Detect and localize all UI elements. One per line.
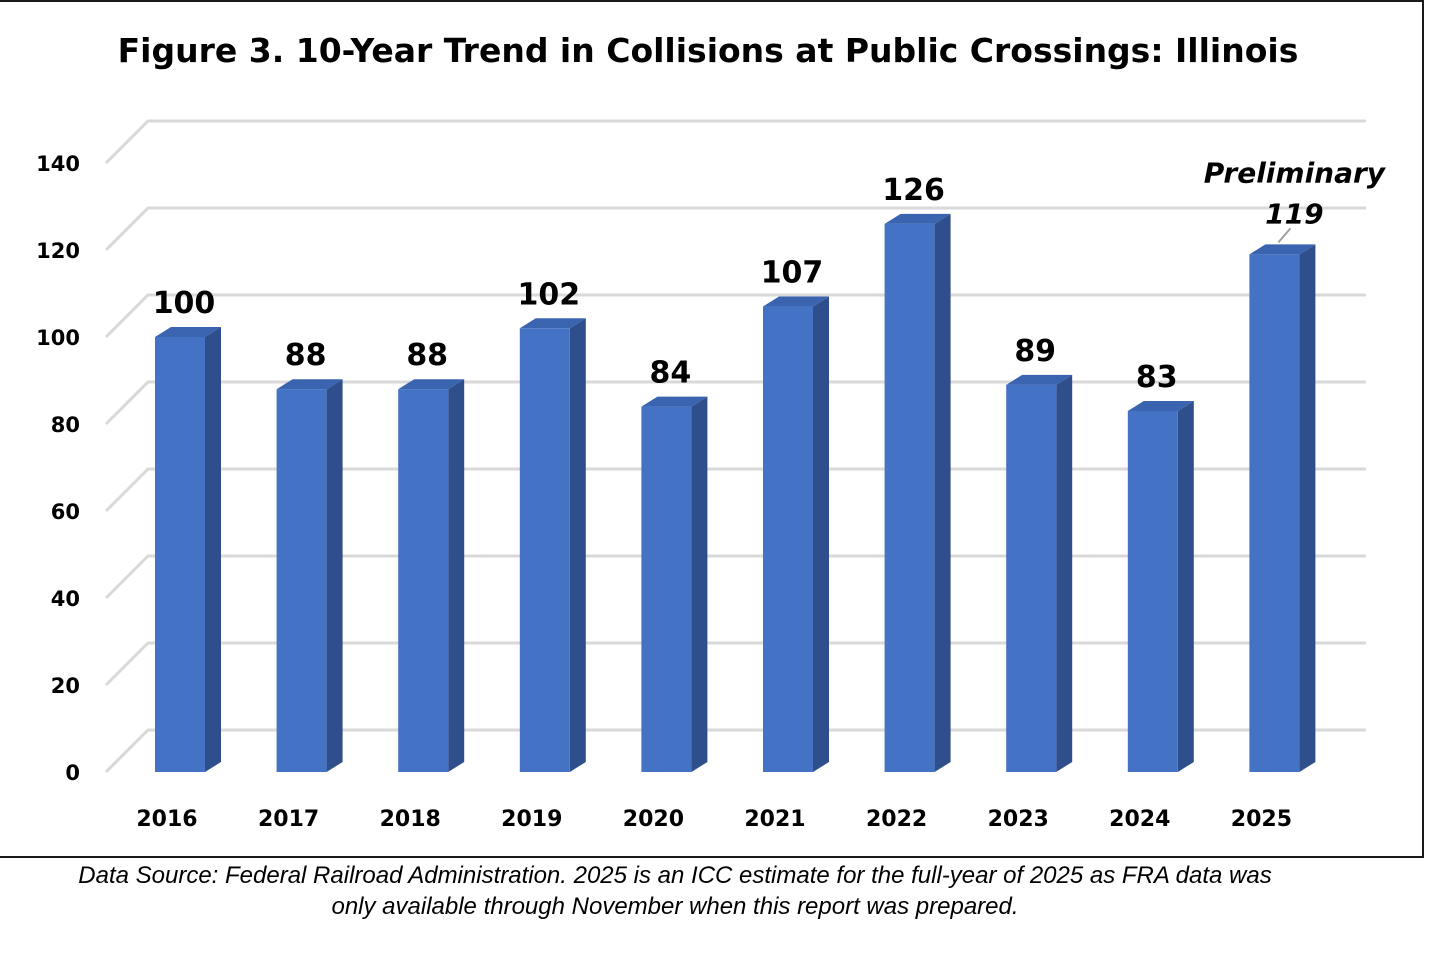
- x-tick-label: 2017: [258, 807, 319, 832]
- data-labels: 100 88 88 102 84 107 126 89 83 Preliminary 119: [153, 156, 1387, 395]
- gridline: [104, 206, 1366, 252]
- bar-2024: [1127, 400, 1194, 772]
- bar-front: [1249, 254, 1300, 773]
- x-tick-label: 2019: [501, 807, 562, 832]
- x-tick-label: 2016: [136, 807, 197, 832]
- gridline: [104, 728, 1366, 774]
- bar-top: [398, 379, 465, 390]
- bar-side: [1056, 374, 1073, 772]
- data-label: 83: [1136, 360, 1178, 395]
- bar-front: [1006, 384, 1057, 772]
- y-tick-label: 120: [36, 239, 80, 263]
- footnote-line-1: Data Source: Federal Railroad Administra…: [78, 862, 1272, 889]
- bar-top: [155, 327, 221, 337]
- data-label: 84: [650, 356, 692, 391]
- x-tick-label: 2024: [1109, 807, 1170, 832]
- source-footnote: Data Source: Federal Railroad Administra…: [0, 860, 1350, 922]
- bar-top: [763, 296, 829, 307]
- gridline: [104, 119, 1366, 165]
- y-tick-label: 80: [51, 413, 80, 437]
- bar-2022: [884, 213, 951, 772]
- bar-side: [934, 213, 951, 772]
- bar-2021: [763, 296, 829, 772]
- bar-top: [519, 318, 586, 329]
- bar-front: [763, 306, 813, 772]
- bar-2016: [155, 327, 221, 772]
- gridline: [104, 380, 1366, 426]
- x-tick-label: 2023: [988, 807, 1049, 832]
- bar-top: [884, 213, 951, 224]
- data-label: 88: [285, 338, 327, 373]
- bar-2019: [519, 318, 586, 772]
- bar-side: [205, 327, 221, 772]
- bar-side: [448, 379, 465, 772]
- bar-front: [1127, 410, 1178, 772]
- chart-title: Figure 3. 10-Year Trend in Collisions at…: [118, 31, 1299, 70]
- bar-front: [398, 389, 449, 772]
- x-tick-label: 2022: [866, 807, 927, 832]
- y-tick-label: 0: [65, 761, 80, 785]
- bar-top: [1249, 244, 1316, 255]
- bar-top: [641, 396, 708, 407]
- bar-2017: [276, 379, 343, 772]
- bar-2023: [1006, 374, 1073, 772]
- bar-front: [641, 406, 692, 772]
- bar-front: [519, 328, 570, 772]
- data-label: 119: [1265, 197, 1323, 230]
- bar-2018: [398, 379, 465, 772]
- bar-top: [1006, 374, 1073, 385]
- preliminary-label: Preliminary: [1204, 156, 1387, 189]
- bar-2025: [1249, 244, 1316, 773]
- bar-front: [276, 389, 327, 772]
- gridline: [104, 467, 1366, 513]
- data-label: 102: [517, 277, 580, 312]
- bar-side: [691, 396, 708, 772]
- bar-2020: [641, 396, 708, 772]
- bar-side: [1299, 244, 1316, 773]
- data-label: 89: [1014, 334, 1056, 369]
- y-axis-ticks: 0 20 40 60 80 100 120 140: [36, 152, 80, 785]
- bar-front: [155, 337, 205, 772]
- x-axis-ticks: 2016 2017 2018 2019 2020 2021 2022 2023 2024 2025: [136, 807, 1292, 832]
- data-label: 107: [761, 256, 824, 291]
- x-tick-label: 2025: [1231, 807, 1292, 832]
- footnote-line-2: only available through November when thi…: [331, 893, 1019, 920]
- y-tick-label: 40: [51, 587, 80, 611]
- gridline: [104, 641, 1366, 687]
- bar-side: [813, 296, 829, 772]
- y-tick-label: 20: [51, 674, 80, 698]
- gridlines: [104, 119, 1366, 774]
- data-label: 88: [406, 338, 448, 373]
- gridline: [104, 293, 1366, 339]
- leader-line: [1277, 227, 1292, 244]
- bar-top: [1127, 400, 1194, 411]
- gridline: [104, 554, 1366, 600]
- y-tick-label: 140: [36, 152, 80, 176]
- x-tick-label: 2018: [380, 807, 441, 832]
- y-tick-label: 60: [51, 500, 80, 524]
- bar-top: [276, 379, 343, 390]
- bar-side: [569, 318, 586, 772]
- bar-side: [326, 379, 343, 772]
- bars: [155, 213, 1316, 773]
- y-tick-label: 100: [36, 326, 80, 350]
- data-label: 100: [153, 286, 216, 321]
- bar-front: [884, 223, 935, 772]
- x-tick-label: 2020: [623, 807, 684, 832]
- bar-side: [1177, 400, 1194, 772]
- x-tick-label: 2021: [744, 807, 805, 832]
- data-label: 126: [882, 173, 945, 208]
